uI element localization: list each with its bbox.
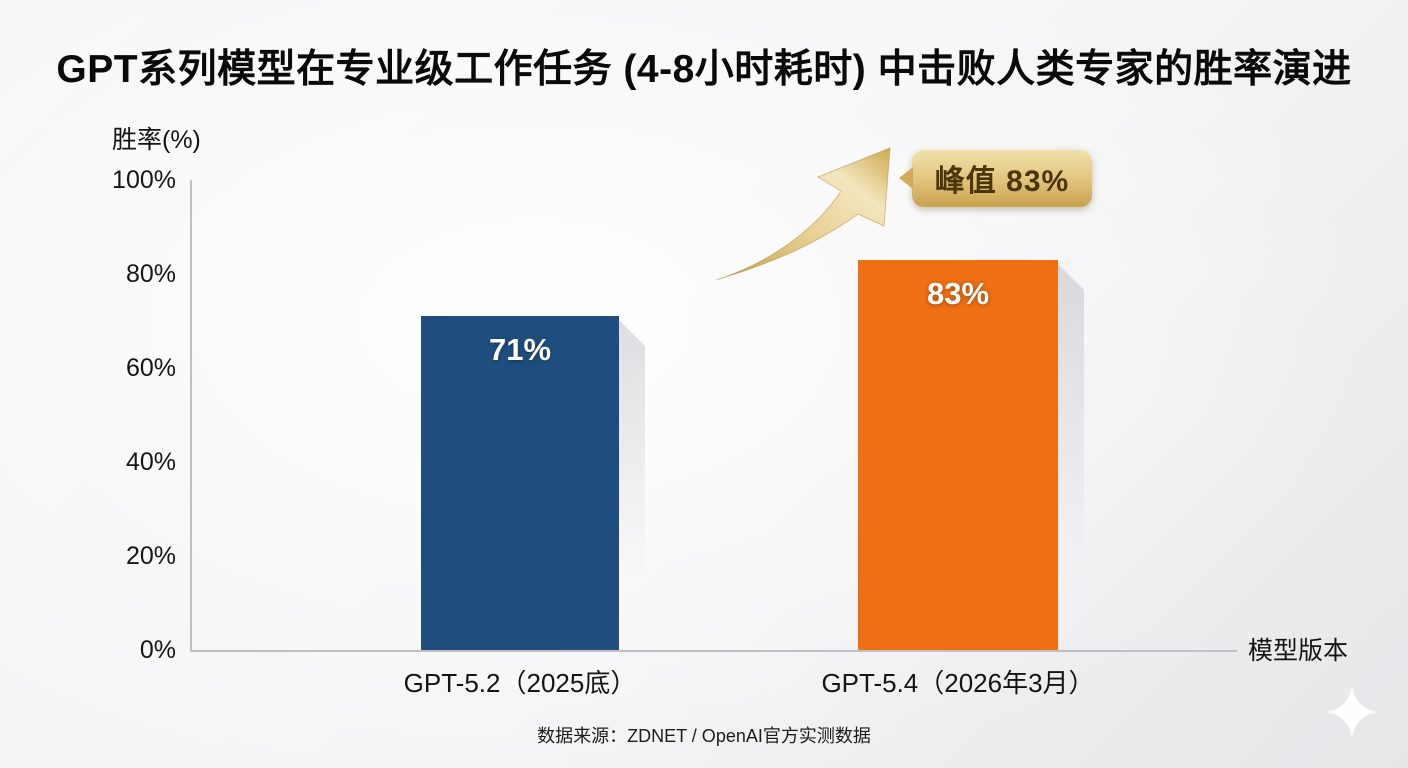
y-tick-0: 0% (139, 636, 176, 664)
x-tick-gpt-5-2: GPT-5.2（2025底） (403, 668, 637, 698)
bar-value-label: 71% (488, 332, 552, 368)
x-tick-gpt-5-4: GPT-5.4（2026年3月） (821, 668, 1095, 698)
bar-value-label: 83% (926, 275, 990, 311)
plot-area: 100% 80% 60% 40% 20% 0% 71% 83% (112, 166, 1238, 667)
bar-fill (858, 259, 1058, 650)
x-axis-title: 模型版本 (1248, 637, 1349, 665)
y-axis-title: 胜率(%) (112, 126, 201, 154)
y-tick-40: 40% (125, 448, 176, 476)
growth-arrow-icon (715, 147, 891, 281)
source-caption: 数据来源：ZDNET / OpenAI官方实测数据 (537, 726, 871, 746)
bar-shadow (1058, 263, 1084, 665)
bar-gpt-5-2: 71% (421, 316, 645, 667)
y-tick-20: 20% (125, 542, 176, 570)
callout-notch-icon (899, 167, 913, 189)
bar-gpt-5-4: 83% (858, 259, 1084, 665)
bar-fill (421, 316, 619, 650)
y-tick-60: 60% (125, 354, 176, 382)
sparkle-icon (1326, 686, 1378, 738)
peak-value-text: 峰值 83% (934, 165, 1070, 198)
y-tick-100: 100% (112, 166, 176, 194)
chart-title: GPT系列模型在专业级工作任务 (4-8小时耗时) 中击败人类专家的胜率演进 (56, 48, 1352, 91)
bar-shadow (619, 320, 645, 667)
x-axis-line (190, 650, 1237, 652)
peak-value-callout: 峰值 83% (899, 149, 1092, 207)
y-axis-line (190, 180, 192, 652)
y-tick-80: 80% (125, 260, 176, 288)
